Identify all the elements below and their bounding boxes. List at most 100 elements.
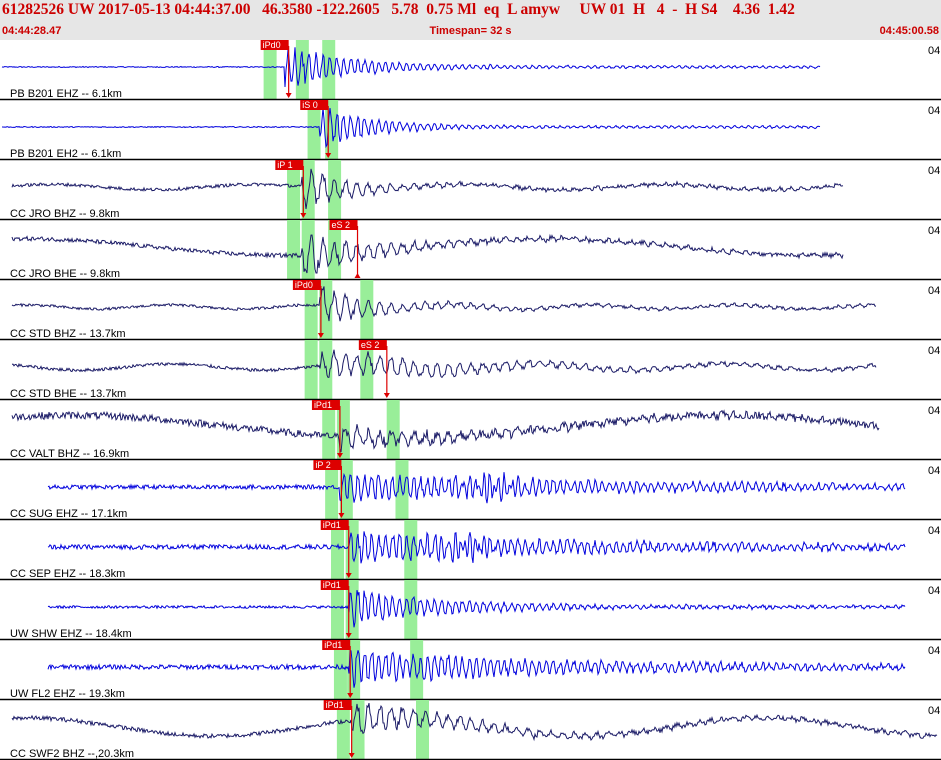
pick-arrow [345, 633, 352, 638]
trace-row: iP 1 CC JRO BHZ -- 9.8km 04 [0, 160, 941, 221]
pick-flag [320, 520, 349, 530]
waveform-line [11, 286, 877, 322]
timespan-label: Timespan= 32 s [429, 25, 512, 37]
pick-arrow [338, 513, 345, 518]
analysis-window [415, 700, 429, 760]
analysis-window [331, 580, 345, 640]
waveform-line [2, 107, 821, 149]
pick-label: iPd1 [323, 580, 341, 590]
trace-row: iPd1 UW SHW EHZ -- 18.4km 04 [0, 580, 941, 641]
pick-label: iPd1 [314, 400, 332, 410]
analysis-window [328, 160, 342, 220]
header-bar: 61282526 UW 2017-05-13 04:44:37.00 46.35… [0, 0, 941, 40]
analysis-window [322, 400, 336, 460]
pick-label: iPd1 [323, 520, 341, 530]
channel-right-label: 04 [928, 105, 940, 117]
pick-label: eS 2 [332, 220, 351, 230]
trace-row: iPd1 CC VALT BHZ -- 16.9km 04 [0, 400, 941, 461]
station-label: CC SEP EHZ -- 18.3km [10, 568, 125, 580]
channel-right-label: 04 [928, 345, 940, 357]
analysis-window [295, 40, 309, 100]
channel-right-label: 04 [928, 525, 940, 537]
station-label: UW FL2 EHZ -- 19.3km [10, 688, 125, 700]
pick-arrow [300, 213, 307, 218]
pick-label: iS 0 [302, 100, 318, 110]
pick-label: iP 1 [277, 160, 292, 170]
waveform-line [11, 409, 880, 453]
pick-flag [322, 640, 351, 650]
trace-row: eS 2 CC JRO BHE -- 9.8km 04 [0, 220, 941, 281]
pick-flag [275, 160, 304, 170]
trace-row: eS 2 CC STD BHE -- 13.7km 04 [0, 340, 941, 401]
analysis-window [263, 40, 277, 100]
analysis-window [331, 520, 345, 580]
waveform-line [47, 472, 906, 504]
pick-arrow [325, 153, 332, 158]
analysis-window [287, 160, 301, 220]
pick-arrow [354, 273, 361, 278]
pick-label: iPd1 [324, 640, 342, 650]
trace-row: iPd1 CC SWF2 BHZ --,20.3km 04 [0, 700, 941, 760]
pick-flag [329, 220, 358, 230]
pick-arrow [336, 453, 343, 458]
channel-right-label: 04 [928, 165, 940, 177]
waveform-line [47, 649, 906, 688]
pick-flag [311, 400, 340, 410]
analysis-window [333, 640, 347, 700]
pick-arrow [348, 753, 355, 758]
channel-right-label: 04 [928, 285, 940, 297]
analysis-window [360, 340, 374, 400]
channel-right-label: 04 [928, 45, 940, 57]
analysis-window [304, 280, 318, 340]
analysis-window [287, 220, 301, 280]
pick-label: iPd0 [263, 40, 281, 50]
end-time: 04:45:00.58 [879, 25, 939, 37]
start-time: 04:44:28.47 [2, 25, 62, 37]
waveform-line [47, 589, 906, 628]
analysis-window [328, 220, 342, 280]
pick-arrow [383, 393, 390, 398]
waveform-line [11, 349, 877, 379]
trace-row: iPd0 CC STD BHZ -- 13.7km 04 [0, 280, 941, 341]
trace-row: iPd0 PB B201 EHZ -- 6.1km 04 [0, 40, 941, 101]
station-label: CC SUG EHZ -- 17.1km [10, 508, 127, 520]
analysis-window [386, 400, 400, 460]
waveform-line [11, 168, 844, 210]
channel-right-label: 04 [928, 405, 940, 417]
trace-row: iS 0 PB B201 EH2 -- 6.1km 04 [0, 100, 941, 161]
pick-arrow [285, 93, 292, 98]
pick-flag [260, 40, 289, 50]
station-label: CC JRO BHZ -- 9.8km [10, 208, 119, 220]
station-label: CC SWF2 BHZ --,20.3km [10, 748, 134, 760]
pick-flag [300, 100, 329, 110]
pick-flag [292, 280, 321, 290]
station-label: CC STD BHZ -- 13.7km [10, 328, 126, 340]
pick-flag [320, 580, 349, 590]
channel-right-label: 04 [928, 645, 940, 657]
pick-label: iPd1 [326, 700, 344, 710]
analysis-window [336, 700, 350, 760]
pick-flag [313, 460, 342, 470]
waveform-line [47, 531, 906, 564]
analysis-window [360, 280, 374, 340]
channel-right-label: 04 [928, 225, 940, 237]
pick-arrow [345, 573, 352, 578]
channel-right-label: 04 [928, 465, 940, 477]
pick-arrow [347, 693, 354, 698]
pick-label: eS 2 [361, 340, 380, 350]
pick-arrow [317, 333, 324, 338]
analysis-window [304, 340, 318, 400]
trace-row: iP 2 CC SUG EHZ -- 17.1km 04 [0, 460, 941, 521]
seismogram-plot: iPd0 PB B201 EHZ -- 6.1km 04 iS 0 PB B201 EH… [0, 40, 941, 760]
analysis-window [404, 520, 418, 580]
trace-row: iPd1 CC SEP EHZ -- 18.3km 04 [0, 520, 941, 581]
event-title: 61282526 UW 2017-05-13 04:44:37.00 46.35… [2, 1, 795, 18]
pick-label: iP 2 [315, 460, 330, 470]
pick-flag [358, 340, 387, 350]
station-label: CC STD BHE -- 13.7km [10, 388, 126, 400]
analysis-window [325, 460, 339, 520]
waveform-line [1, 47, 821, 88]
channel-right-label: 04 [928, 585, 940, 597]
analysis-window [319, 280, 333, 340]
analysis-window [307, 100, 321, 160]
